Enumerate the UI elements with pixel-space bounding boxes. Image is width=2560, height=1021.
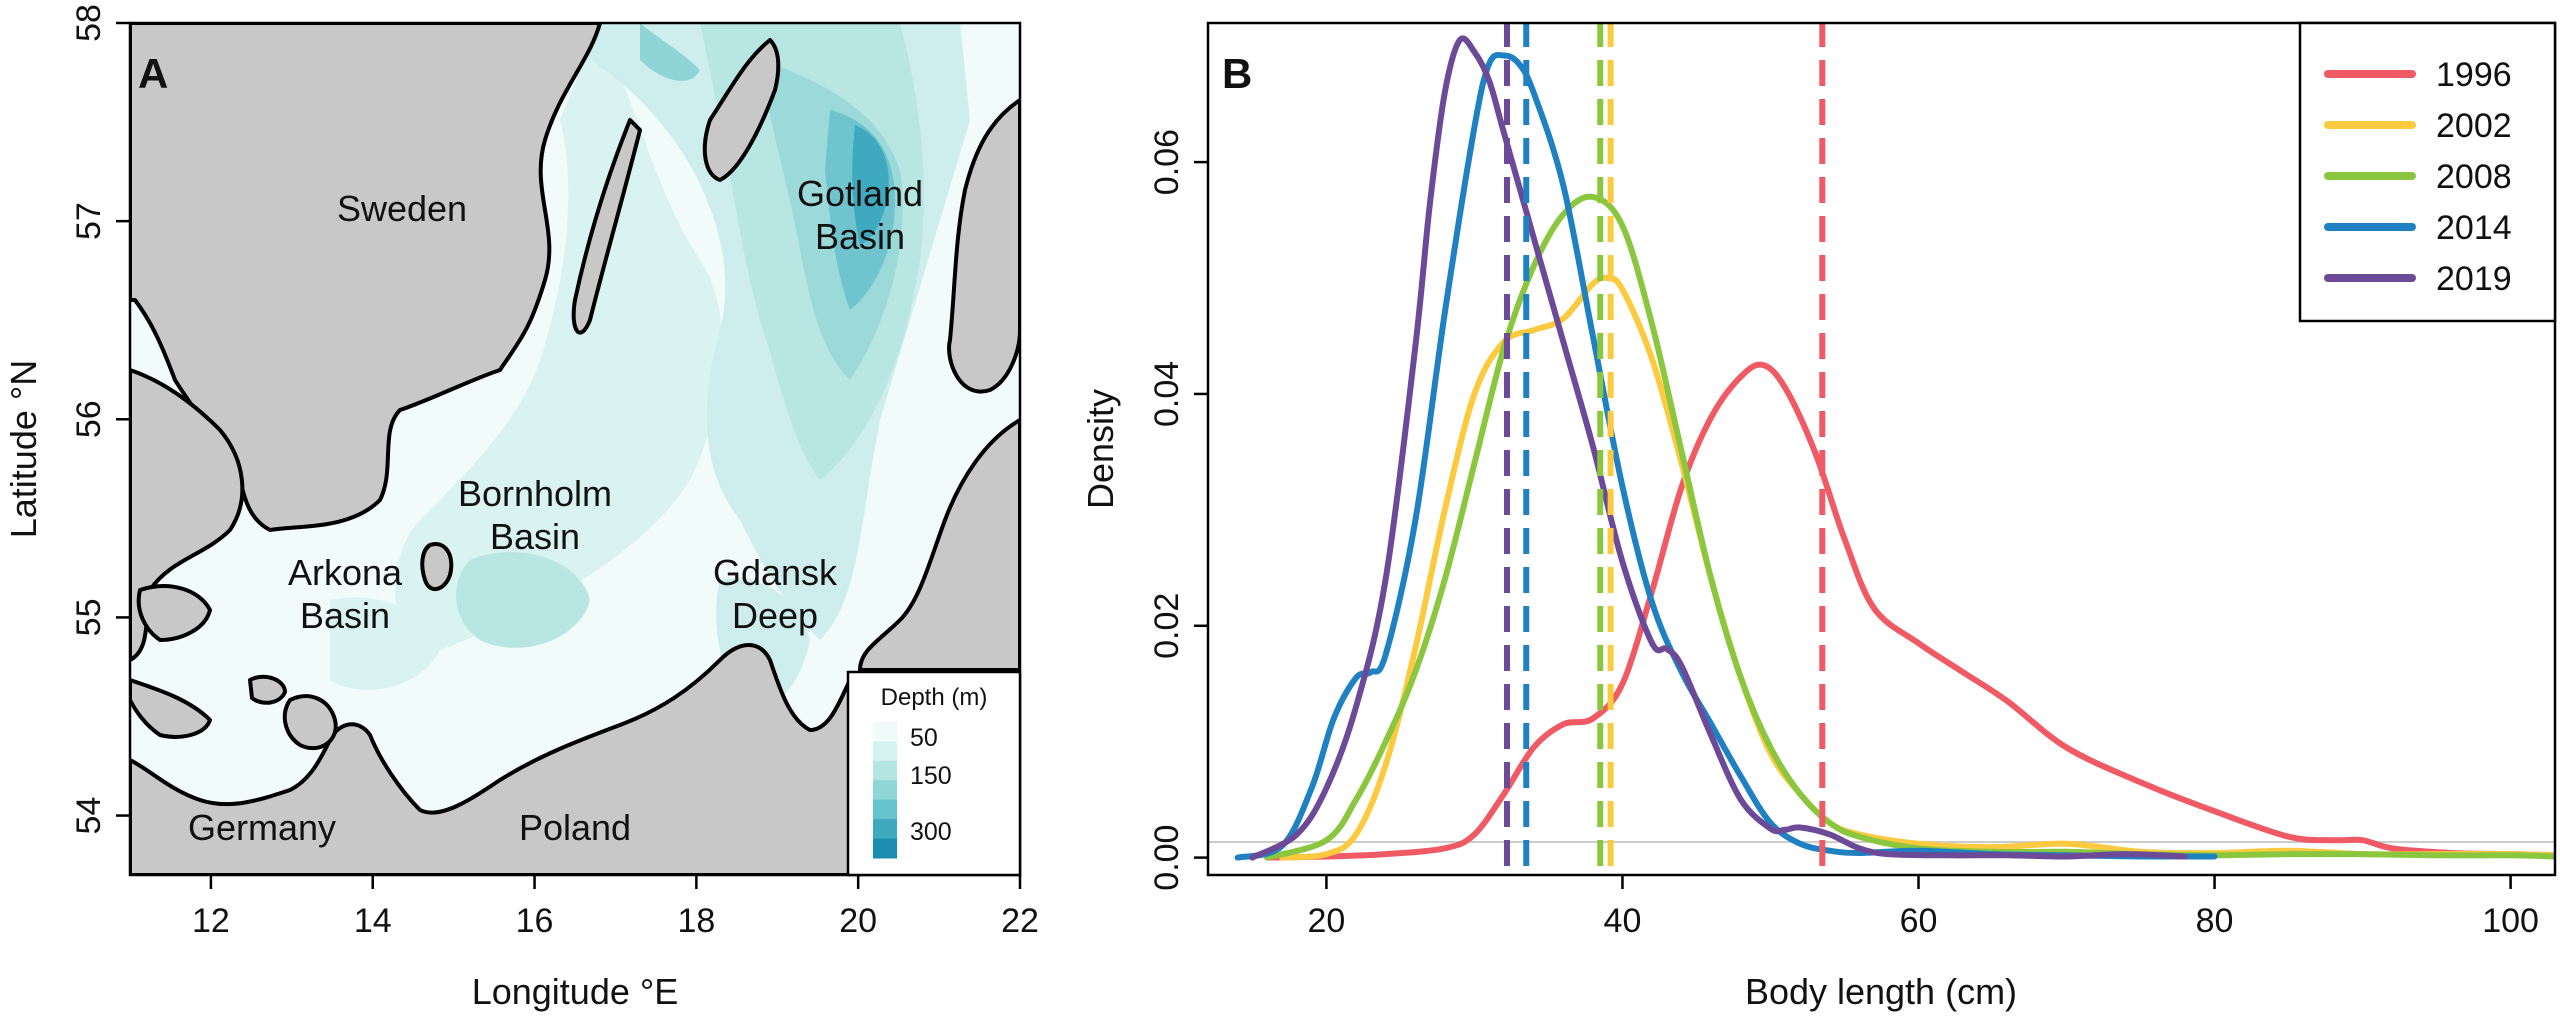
legend-label-2019: 2019: [2436, 260, 2512, 298]
legend-label-2014: 2014: [2436, 209, 2512, 247]
bathymetry-band-7: [640, 23, 700, 81]
chart-x-tick-label: 20: [1308, 902, 1346, 940]
depth-level-label: 300: [910, 818, 952, 846]
map-y-tick-label: 56: [70, 400, 108, 438]
depth-ramp-step: [873, 722, 897, 742]
chart-x-tick-label: 40: [1604, 902, 1642, 940]
map-y-tick-label: 55: [70, 599, 108, 637]
map-x-tick-label: 12: [192, 902, 230, 940]
land-poland-germany: [130, 643, 1020, 875]
depth-ramp-step: [873, 799, 897, 820]
depth-level-label: 50: [910, 724, 938, 752]
chart-legend-entries: 1996 2002 2008 2014 2019: [2324, 56, 2512, 298]
depth-legend: Depth (m) 50 150 300: [846, 670, 1022, 877]
land-masses: [130, 23, 1020, 875]
land-rugen: [282, 694, 338, 751]
chart-legend: 1996 2002 2008 2014 2019: [2298, 21, 2557, 323]
land-baltic-east: [947, 98, 1020, 394]
depth-ramp-step: [873, 780, 897, 801]
map-label-bornholm-basin: Bornholm Basin: [458, 473, 612, 557]
map-y-tick-label: 57: [70, 202, 108, 240]
depth-legend-levels: 50 150 300: [910, 724, 952, 846]
map-label-arkona-basin: Arkona Basin: [288, 552, 403, 636]
map-label-gdansk-deep: Gdansk Deep: [713, 552, 838, 636]
map-x-tick-label: 18: [677, 902, 715, 940]
map-label-sweden: Sweden: [337, 188, 467, 229]
chart-x-tick-label: 80: [2196, 902, 2234, 940]
depth-level-label: 150: [910, 762, 952, 790]
panel-a-letter: A: [138, 50, 168, 97]
chart-x-axis-title: Body length (cm): [1745, 971, 2017, 1012]
bathymetry-layer: [330, 23, 970, 707]
land-oland: [571, 118, 642, 335]
chart-x-tick-label: 100: [2482, 902, 2539, 940]
legend-label-2002: 2002: [2436, 107, 2512, 145]
map-label-germany: Germany: [188, 807, 336, 848]
land-denmark-islands: [130, 678, 212, 739]
depth-ramp-step: [873, 741, 897, 762]
density-curve-1996: [1264, 361, 2555, 861]
map-y-tick-label: 58: [70, 4, 108, 42]
map-frame: [128, 21, 1022, 877]
chart-axes: 20 40 60 80 100 0.00 0.02 0.04 0.06: [1148, 129, 2539, 940]
land-fehmarn: [248, 674, 287, 705]
land-denmark-lolland: [136, 584, 212, 642]
depth-ramp-step: [873, 760, 897, 781]
density-curve-2002: [1279, 274, 2555, 861]
bathymetry-band-1: [395, 23, 723, 653]
mean-lines: [1504, 23, 1826, 875]
chart-y-tick-label: 0.02: [1148, 593, 1186, 659]
map-x-tick-label: 16: [516, 902, 554, 940]
map-x-tick-label: 14: [354, 902, 392, 940]
chart-y-axis-title: Density: [1080, 389, 1121, 509]
bornholm-deep-patch: [456, 552, 590, 648]
map-x-axis-title: Longitude °E: [472, 971, 679, 1012]
density-curve-2014: [1234, 51, 2218, 861]
legend-label-2008: 2008: [2436, 158, 2512, 196]
chart-plot-frame: [1206, 21, 2557, 877]
chart-y-tick-label: 0.04: [1148, 361, 1186, 427]
bathymetry-band-6: [852, 125, 889, 245]
map-x-tick-label: 22: [1001, 902, 1039, 940]
map-label-poland: Poland: [519, 807, 631, 848]
chart-x-tick-label: 60: [1900, 902, 1938, 940]
panel-a-map: Sweden Gotland Basin Bornholm Basin Arkona Bas…: [3, 4, 1039, 1012]
legend-label-1996: 1996: [2436, 56, 2512, 94]
map-label-gotland-basin: Gotland Basin: [797, 173, 923, 257]
land-bornholm: [420, 542, 454, 591]
map-y-axis-title: Latitude °N: [3, 360, 44, 539]
land-baltic-east-lower: [858, 418, 1020, 672]
land-gotland: [702, 38, 781, 182]
depth-legend-title: Depth (m): [881, 684, 988, 711]
map-x-tick-label: 20: [839, 902, 877, 940]
map-region-labels: Sweden Gotland Basin Bornholm Basin Arkona Bas…: [188, 173, 923, 848]
map-y-tick-label: 54: [70, 797, 108, 835]
chart-y-tick-label: 0.00: [1148, 825, 1186, 891]
depth-ramp-step: [873, 838, 897, 859]
depth-ramp-step: [873, 819, 897, 840]
chart-y-tick-label: 0.06: [1148, 129, 1186, 195]
map-axes: 12 14 16 18 20 22 54 55 56 57 58: [70, 4, 1039, 940]
depth-color-ramp: [873, 722, 897, 859]
panel-b-letter: B: [1222, 50, 1252, 97]
arkona-shelf-patch: [330, 597, 440, 690]
map-body: [130, 23, 1020, 875]
panel-b-density-chart: B 1996 2002 2008 2014 2019 20 40 60 80 100 0.00 0.…: [1080, 21, 2557, 1012]
